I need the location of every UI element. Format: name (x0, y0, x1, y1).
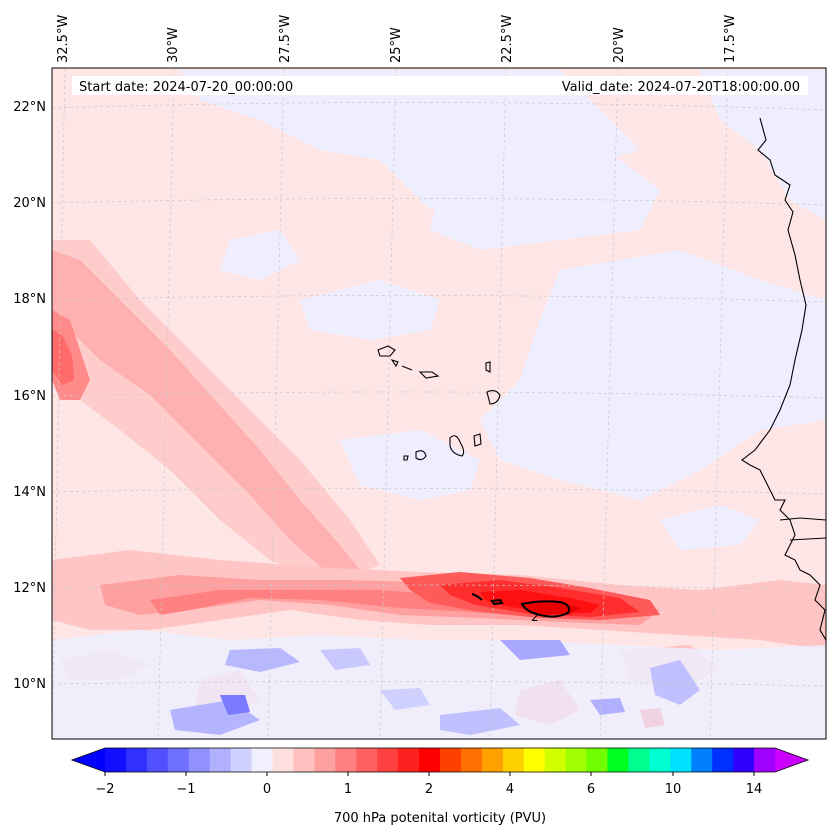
colorbar: −2 −1 0 1 2 4 6 10 14 700 hPa potenital … (70, 747, 810, 826)
cape-verde-brava (403, 455, 409, 461)
pv-negative-light (180, 70, 826, 550)
coastlines (377, 117, 826, 641)
cape-verde-sal (485, 361, 491, 373)
colorbar-segment (502, 748, 525, 772)
colorbar-segment (314, 748, 336, 772)
colorbar-segment (607, 748, 629, 772)
lat-label: 14°N (13, 485, 46, 500)
cape-verde-santiago (449, 435, 465, 457)
map-panel: 2 (52, 68, 826, 739)
colorbar-segment (691, 748, 713, 772)
colorbar-segment (377, 748, 399, 772)
lat-label: 20°N (13, 196, 46, 211)
start-date-text: Start date: 2024-07-20_00:00:00 (79, 80, 293, 95)
colorbar-segment (565, 748, 588, 772)
colorbar-segment (523, 748, 546, 772)
valid-date-text: Valid_date: 2024-07-20T18:00:00.00 (562, 80, 800, 95)
colorbar-segment (146, 748, 169, 772)
cape-verde-santo-antao (377, 345, 396, 357)
colorbar-segment (293, 748, 315, 772)
contour-label: 2 (531, 610, 539, 624)
cape-verde-santa-luzia (418, 371, 440, 379)
colorbar-tick-label: 10 (665, 782, 682, 797)
colorbar-segment (125, 748, 148, 772)
colorbar-segment (398, 748, 420, 772)
colorbar-segment (586, 748, 608, 772)
lon-tick-labels: 32.5°W 30°W 27.5°W 25°W 22.5°W 20°W 17.5… (56, 15, 738, 63)
colorbar-segment (460, 748, 483, 772)
colorbar-segment (754, 748, 776, 772)
colorbar-tick-label: −2 (95, 782, 114, 797)
colorbar-segments (105, 748, 776, 772)
colorbar-tick-label: 0 (263, 782, 271, 797)
colorbar-label: 700 hPa potenital vorticity (PVU) (334, 811, 546, 826)
lon-label: 32.5°W (56, 15, 71, 63)
colorbar-segment (440, 748, 462, 772)
colorbar-tick-label: 1 (344, 782, 352, 797)
colorbar-segment (272, 748, 294, 772)
gridlines (52, 68, 826, 739)
colorbar-segment (544, 748, 567, 772)
colorbar-tick-label: −1 (176, 782, 195, 797)
info-box: Start date: 2024-07-20_00:00:00 Valid_da… (72, 76, 808, 95)
colorbar-segment (335, 748, 357, 772)
colorbar-segment (670, 748, 692, 772)
colorbar-segment (733, 748, 755, 772)
colorbar-tick-label: 14 (746, 782, 763, 797)
colorbar-segment (481, 748, 504, 772)
cape-verde-maio (473, 433, 482, 447)
colorbar-segment (230, 748, 253, 772)
colorbar-segment (209, 748, 232, 772)
cape-verde-boa-vista (486, 389, 501, 405)
pv-contour-2: 2 (471, 593, 570, 624)
lat-tick-labels: 22°N 20°N 18°N 16°N 14°N 12°N 10°N (13, 100, 46, 692)
colorbar-segment (188, 748, 211, 772)
colorbar-segment (356, 748, 378, 772)
cape-verde-sao-vicente (390, 358, 399, 368)
lon-label: 30°W (166, 27, 181, 63)
pv-negative-blobs (52, 630, 826, 739)
colorbar-over-arrow (775, 748, 808, 772)
colorbar-segment (649, 748, 671, 772)
colorbar-tick-label: 6 (587, 782, 595, 797)
cape-verde-fogo (415, 450, 427, 461)
lat-label: 10°N (13, 677, 46, 692)
lon-label: 25°W (389, 27, 404, 63)
lon-label: 27.5°W (278, 15, 293, 63)
lat-label: 18°N (13, 292, 46, 307)
africa-coastline (741, 117, 826, 641)
lon-label: 22.5°W (500, 15, 515, 63)
lat-label: 16°N (13, 389, 46, 404)
colorbar-segment (167, 748, 190, 772)
gambia-outline (779, 517, 826, 541)
colorbar-tick-labels: −2 −1 0 1 2 4 6 10 14 (95, 782, 762, 797)
pv-diagonal-band (52, 240, 380, 585)
map-frame (51, 67, 827, 740)
colorbar-tick-label: 4 (506, 782, 514, 797)
colorbar-segment (251, 748, 273, 772)
lon-label: 20°W (612, 27, 627, 63)
colorbar-segment (712, 748, 734, 772)
colorbar-tick-label: 2 (425, 782, 433, 797)
lon-label: 17.5°W (723, 15, 738, 63)
colorbar-ticks (104, 772, 755, 776)
lat-label: 12°N (13, 581, 46, 596)
colorbar-segment (105, 748, 127, 772)
lat-label: 22°N (13, 100, 46, 115)
colorbar-segment (419, 748, 441, 772)
colorbar-under-arrow (72, 748, 105, 772)
colorbar-segment (628, 748, 650, 772)
cape-verde-sao-nicolau (401, 365, 413, 371)
